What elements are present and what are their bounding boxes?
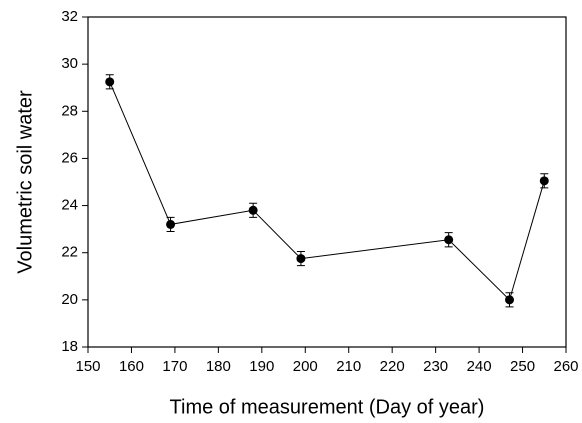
x-tick-label: 220 <box>380 358 405 375</box>
plot-frame <box>87 16 567 348</box>
data-point <box>444 235 454 245</box>
data-point <box>248 205 258 215</box>
data-point <box>166 219 176 229</box>
data-point <box>296 254 306 264</box>
x-tick-label: 210 <box>336 358 361 375</box>
x-axis-title: Time of measurement (Day of year) <box>170 396 485 418</box>
series-line <box>109 81 545 301</box>
y-tick-label: 26 <box>61 149 78 166</box>
y-tick-label: 22 <box>61 244 78 261</box>
x-tick-label: 250 <box>510 358 535 375</box>
y-tick-label: 18 <box>61 338 78 355</box>
y-tick-label: 24 <box>61 197 78 214</box>
x-tick-label: 190 <box>249 358 274 375</box>
x-tick-label: 230 <box>423 358 448 375</box>
x-tick-label: 180 <box>206 358 231 375</box>
x-tick-label: 240 <box>467 358 492 375</box>
x-tick-label: 260 <box>553 358 578 375</box>
y-tick-label: 28 <box>61 102 78 119</box>
y-axis-title: Volumetric soil water <box>14 90 36 274</box>
y-tick-label: 30 <box>61 55 78 72</box>
x-tick-label: 200 <box>293 358 318 375</box>
data-point <box>105 77 115 87</box>
x-tick-label: 170 <box>162 358 187 375</box>
y-tick-label: 20 <box>61 291 78 308</box>
x-tick-label: 160 <box>119 358 144 375</box>
data-point <box>505 295 515 305</box>
data-point <box>539 176 549 186</box>
x-tick-label: 150 <box>75 358 100 375</box>
y-tick-label: 32 <box>61 8 78 25</box>
